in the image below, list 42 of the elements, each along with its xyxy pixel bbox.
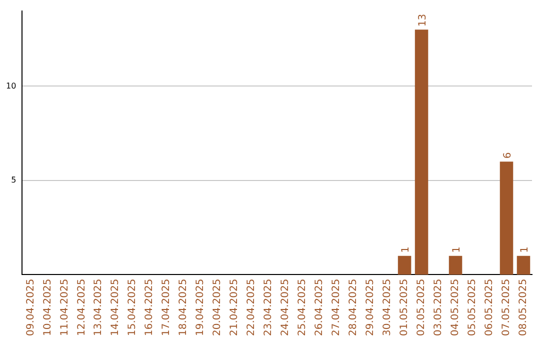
data-label: 1 — [520, 246, 531, 253]
x-tick-label: 01.05.2025 — [399, 278, 410, 336]
x-tick-label: 04.05.2025 — [450, 278, 462, 336]
x-tick-label: 30.04.2025 — [382, 278, 394, 336]
x-tick-label: 28.04.2025 — [348, 278, 360, 336]
x-tick-label: 15.04.2025 — [127, 278, 138, 336]
x-tick-label: 08.05.2025 — [518, 278, 530, 336]
x-tick-label: 07.05.2025 — [501, 278, 512, 336]
x-tick-label: 11.04.2025 — [59, 278, 70, 336]
bar — [516, 256, 530, 275]
data-label: 13 — [418, 14, 429, 27]
x-tick-label: 22.04.2025 — [246, 278, 258, 336]
bar — [448, 256, 462, 275]
x-tick-label: 05.05.2025 — [467, 278, 478, 336]
x-tick-label: 18.04.2025 — [178, 278, 190, 336]
x-tick-label: 26.04.2025 — [314, 278, 326, 336]
x-tick-label: 17.04.2025 — [161, 278, 172, 336]
x-tick-label: 29.04.2025 — [365, 278, 376, 336]
x-tick-label: 06.05.2025 — [484, 278, 496, 336]
x-tick-label: 02.05.2025 — [416, 278, 428, 336]
x-tick-label: 03.05.2025 — [433, 278, 444, 336]
x-tick-label: 19.04.2025 — [195, 278, 206, 336]
x-tick-label: 14.04.2025 — [110, 278, 122, 336]
x-tick-label: 16.04.2025 — [144, 278, 156, 336]
x-tick-label: 27.04.2025 — [331, 278, 342, 336]
x-tick-label: 21.04.2025 — [229, 278, 240, 336]
bar — [500, 162, 514, 275]
x-tick-label: 25.04.2025 — [297, 278, 308, 336]
data-label: 1 — [400, 246, 412, 253]
x-tick-label: 12.04.2025 — [76, 278, 88, 336]
y-tick-label: 10 — [6, 81, 16, 90]
bar — [414, 30, 428, 275]
x-tick-label: 10.04.2025 — [42, 278, 54, 336]
bar — [398, 256, 412, 275]
x-tick-label: 13.04.2025 — [93, 278, 104, 336]
data-label: 1 — [452, 246, 463, 253]
x-tick-label: 09.04.2025 — [25, 278, 36, 336]
x-tick-label: 24.04.2025 — [280, 278, 292, 336]
y-tick-label: 5 — [11, 176, 16, 185]
x-tick-label: 20.04.2025 — [212, 278, 224, 336]
data-label: 6 — [502, 152, 514, 159]
x-tick-label: 23.04.2025 — [263, 278, 274, 336]
